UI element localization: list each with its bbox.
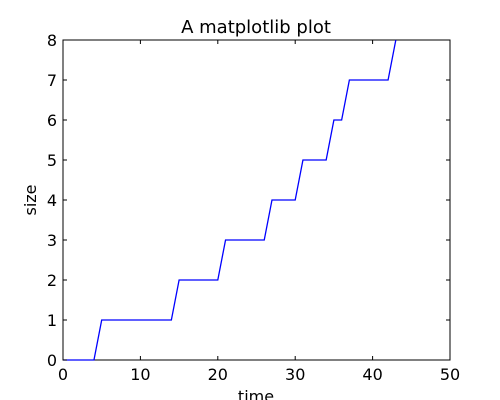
y-tick-label: 2 xyxy=(47,271,57,290)
x-tick-label: 50 xyxy=(440,365,460,384)
y-tick-label: 1 xyxy=(47,311,57,330)
y-tick-label: 7 xyxy=(47,71,57,90)
plot-frame xyxy=(62,39,451,361)
x-tick-label: 20 xyxy=(208,365,228,384)
x-axis-label: time xyxy=(238,387,274,400)
y-tick-label: 0 xyxy=(47,351,57,370)
y-tick-label: 5 xyxy=(47,151,57,170)
series-line xyxy=(63,39,397,361)
x-tick-label: 0 xyxy=(58,365,68,384)
x-axis-ticks: 0 10 20 30 40 50 xyxy=(58,40,460,384)
x-tick-label: 40 xyxy=(362,365,382,384)
x-tick-label: 10 xyxy=(130,365,150,384)
chart-title: A matplotlib plot xyxy=(181,17,331,38)
y-tick-label: 4 xyxy=(47,191,57,210)
plot-area xyxy=(62,39,451,361)
y-tick-label: 3 xyxy=(47,231,57,250)
y-axis-label: size xyxy=(21,184,40,215)
x-tick-label: 30 xyxy=(285,365,305,384)
y-tick-label: 6 xyxy=(47,111,57,130)
y-tick-label: 8 xyxy=(47,31,57,50)
y-axis-ticks: 0 1 2 3 4 5 6 7 8 xyxy=(47,31,450,370)
